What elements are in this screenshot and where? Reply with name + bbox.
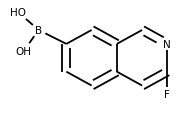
- Text: OH: OH: [15, 47, 31, 57]
- Text: HO: HO: [10, 8, 26, 18]
- Text: B: B: [35, 26, 42, 36]
- Text: N: N: [163, 40, 171, 49]
- Text: F: F: [164, 90, 170, 100]
